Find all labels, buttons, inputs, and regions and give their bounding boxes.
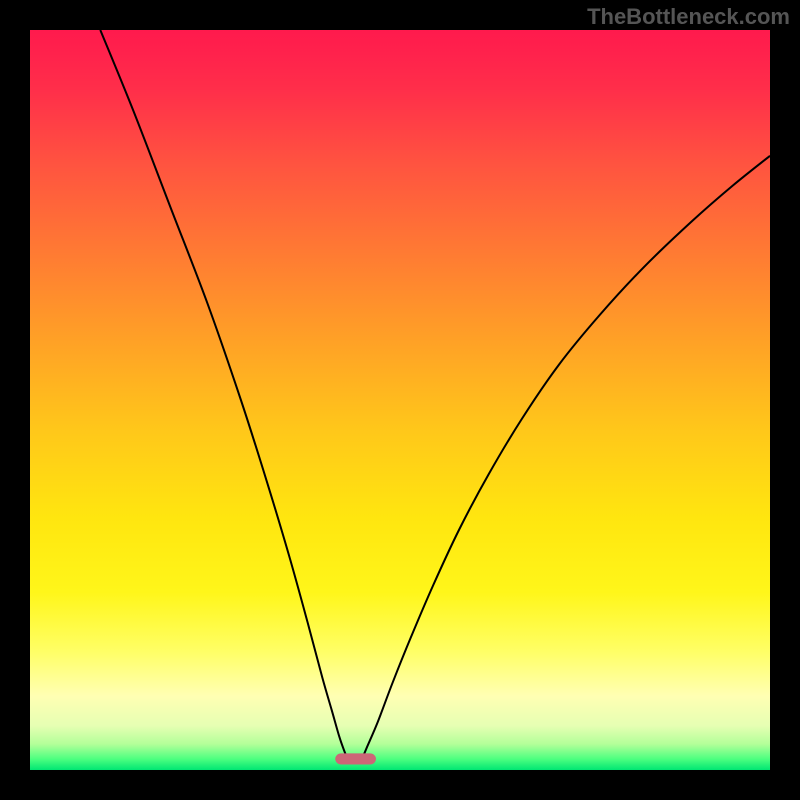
bottleneck-plot: [0, 0, 800, 800]
chart-container: TheBottleneck.com: [0, 0, 800, 800]
plot-background: [30, 30, 770, 770]
watermark-text: TheBottleneck.com: [587, 4, 790, 30]
bottleneck-marker: [335, 753, 376, 764]
